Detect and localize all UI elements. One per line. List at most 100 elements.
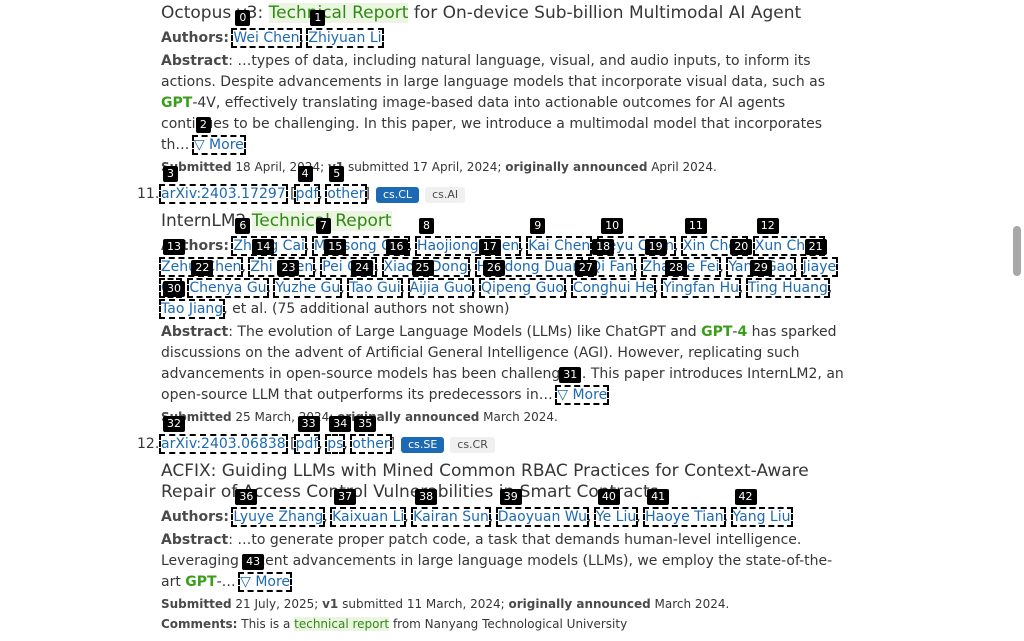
format-link[interactable]: pdf 33 [293,416,321,454]
bracket: [ [290,186,296,202]
text: This is a [237,617,295,631]
category-tag[interactable]: cs.CL [375,187,420,203]
author-link[interactable]: Qipeng Guo 26 [479,260,566,298]
format-link[interactable]: ps 34 [325,416,352,454]
more-link[interactable]: ▽ More 43 [238,554,293,592]
author-link[interactable]: Daoyuan Wu 39 [495,489,589,527]
bracket: ] [389,436,396,452]
separator: , [467,259,477,275]
text: -4V, effectively translating image-based… [161,95,823,153]
separator: , [241,259,251,275]
separator: , [719,259,729,275]
separator: , [299,30,309,46]
text: originally announced [505,160,648,174]
author-link[interactable]: Tao Gui 24 [347,260,403,298]
mark-badge: 14 [252,239,275,255]
author-link[interactable]: Zhiyuan Li 1 [306,10,384,48]
abstract: Abstract: …types of data, including natu… [161,51,849,156]
abstract: Abstract: The evolution of Large Languag… [161,322,849,406]
mark-badge: 34 [329,416,352,432]
mark-badge: 26 [483,260,506,276]
arxiv-id[interactable]: arXiv:2403.06838 32 [159,416,288,454]
separator: , [488,509,498,525]
result-number: 12. [137,436,160,452]
mark-badge: 28 [665,260,688,276]
comments: Comments: This is a technical report fro… [161,615,849,633]
author-link[interactable]: Ting Huang 29 [745,260,830,298]
separator: , [318,436,328,452]
separator: , [586,509,596,525]
match: GPT [701,324,733,340]
text: March 2024. [650,597,730,611]
author-link[interactable]: Chenya Gu 22 [187,260,269,298]
separator: , [343,436,353,452]
author-link[interactable]: Yuzhe Gu 23 [273,260,343,298]
abstract-label: Abstract [161,53,229,69]
result: 10.arXiv:2404.11459 [pdf, other]cs.CVcs.… [137,0,849,176]
author-link[interactable]: Conghui He 27 [570,260,657,298]
scrollbar [1009,0,1024,629]
match: 4 [737,324,748,340]
separator: , [563,280,573,296]
format-link[interactable]: other 35 [350,416,392,454]
mark-badge: 6 [235,218,251,234]
format-link[interactable]: pdf 4 [293,166,321,204]
mark-badge: 29 [749,260,772,276]
mark-badge: 24 [351,260,374,276]
mark-badge: 2 [195,117,211,133]
result: 11. arXiv:2403.17297 3 [pdf 4, other 5] cs.CL… [137,166,849,426]
text: 18 April, 2024; [231,160,328,174]
text: : …types of data, including natural lang… [161,53,826,90]
mark-badge: 17 [478,239,501,255]
separator: , [633,259,643,275]
comments-label: Comments: [161,617,238,631]
text: submitted 11 March, 2024; [338,597,509,611]
author-link[interactable]: Yingfan Hu 28 [661,260,741,298]
author-link[interactable]: Kairan Sun 38 [411,489,491,527]
match: GPT [185,574,217,590]
author-link[interactable]: Aijia Guo 25 [407,260,475,298]
category-tag[interactable]: cs.SE [401,437,445,453]
author-link[interactable]: Lyuye Zhang 36 [231,489,326,527]
format-link[interactable]: other 5 [325,166,367,204]
text: v1 [322,597,339,611]
separator: , [654,280,664,296]
separator: , [519,238,529,254]
author-link[interactable]: Haoye Tian 41 [643,489,726,527]
text: for On-device Sub-billion Multimodal AI … [408,3,802,23]
mark-badge: 27 [574,260,597,276]
mark-badge: 40 [597,489,620,505]
category-tag[interactable]: cs.AI [425,187,466,203]
author-link[interactable]: Kai Chen 9 [526,218,593,256]
mark-badge: 39 [499,489,522,505]
mark-badge: 11 [684,218,707,234]
separator: , [400,280,410,296]
author-link[interactable]: Qi Fan 18 [588,239,636,277]
author-link[interactable]: Ye Liu 40 [593,489,639,527]
match: GPT [161,95,193,111]
mark-badge: 0 [235,10,251,26]
authors: Authors: Lyuye Zhang 36, Kaixuan Li 37, Ka… [161,489,849,528]
category-tag[interactable]: cs.CR [450,437,495,453]
mark-badge: 33 [297,416,320,432]
author-link[interactable]: Kaixuan Li 37 [330,489,407,527]
scrollbar-thumb[interactable] [1013,226,1021,276]
text: submitted 17 April, 2024; [344,160,506,174]
more-link[interactable]: ▽ More 31 [555,367,610,405]
author-link[interactable]: Tao Jiang 30 [158,281,226,319]
authors-label: Authors: [161,509,229,525]
author-link[interactable]: Wei Chen 0 [231,10,302,48]
submitted: Submitted 21 July, 2025; v1 submitted 11… [161,595,849,613]
result-header: arXiv:2403.17297 3 [pdf 4, other 5] cs.CL cs.… [159,166,849,205]
results-list: 10.arXiv:2404.11459 [pdf, other]cs.CVcs.… [137,0,849,641]
author-link[interactable]: Yang Liu 42 [730,489,793,527]
abstract-label: Abstract [161,324,229,340]
arxiv-id[interactable]: arXiv:2403.17297 3 [159,166,288,204]
text: : The evolution of Large Language Models… [228,324,702,340]
author-link[interactable]: Xin Chen 11 [680,218,748,256]
bracket: [ [290,436,296,452]
author-link[interactable]: Haojiong Chen 8 [414,218,522,256]
more-link[interactable]: ▽ More 2 [191,117,246,155]
